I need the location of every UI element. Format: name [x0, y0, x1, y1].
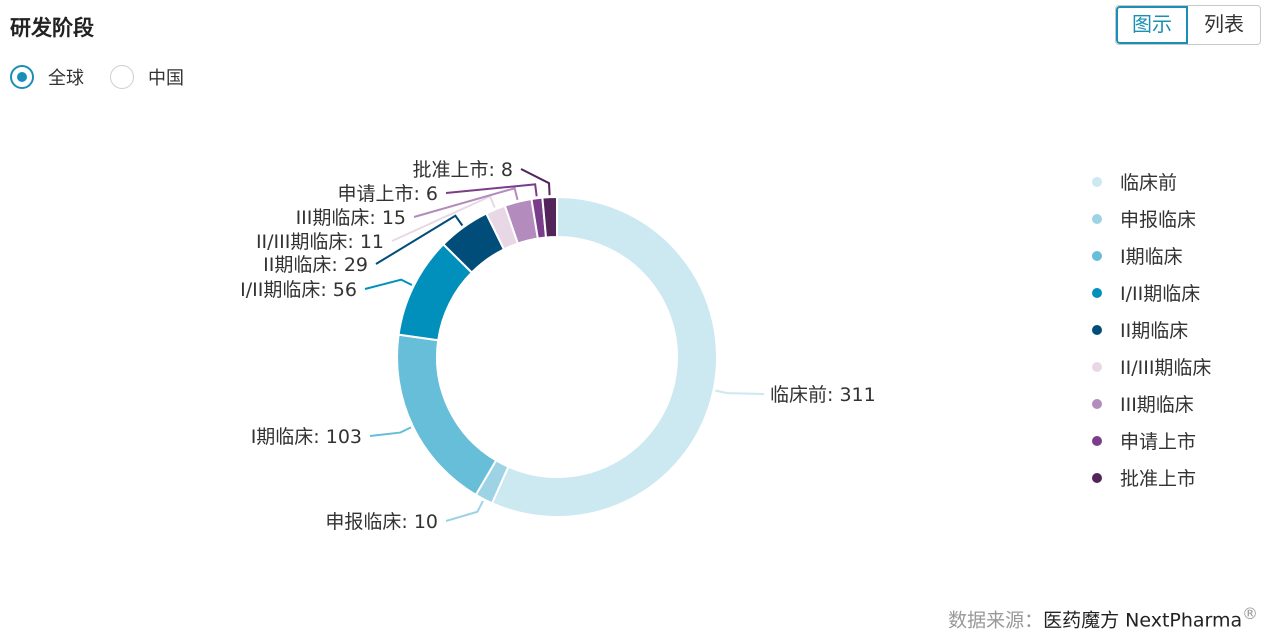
chart-view-button[interactable]: 图示 [1116, 6, 1188, 44]
legend-item-II-III期临床[interactable]: II/III期临床 [1092, 348, 1211, 385]
view-toggle: 图示 列表 [1115, 5, 1261, 45]
page-title: 研发阶段 [10, 16, 94, 40]
list-view-button[interactable]: 列表 [1204, 12, 1244, 36]
leader-line-批准上市 [520, 168, 551, 196]
data-label-申请上市: 申请上市: 6 [337, 183, 438, 205]
source-prefix: 数据来源： [948, 609, 1044, 632]
leader-line-II-III期临床 [391, 195, 496, 242]
legend-dot-icon [1092, 361, 1102, 372]
donut-slice-I期临床[interactable] [396, 333, 498, 497]
legend-item-批准上市[interactable]: 批准上市 [1092, 459, 1211, 496]
legend-label: 批准上市 [1120, 468, 1197, 490]
leader-line-申请上市 [445, 183, 538, 197]
legend-label: II/III期临床 [1120, 357, 1212, 379]
legend-item-申报临床[interactable]: 申报临床 [1092, 200, 1211, 237]
legend-dot-icon [1092, 250, 1102, 261]
legend-dot-icon [1092, 213, 1102, 224]
legend-item-申请上市[interactable]: 申请上市 [1092, 422, 1211, 459]
legend-label: I期临床 [1120, 246, 1183, 268]
donut-slice-批准上市[interactable] [541, 195, 558, 239]
region-filter: 全球 中国 [10, 64, 210, 90]
data-label-申报临床: 申报临床: 10 [325, 511, 438, 533]
legend-label: I/II期临床 [1120, 283, 1201, 305]
legend-label: III期临床 [1120, 394, 1194, 416]
legend-label: II期临床 [1120, 320, 1189, 342]
radio-global[interactable]: 全球 [10, 64, 84, 90]
leader-line-II期临床 [375, 214, 464, 265]
data-label-III期临床: III期临床: 15 [296, 207, 406, 229]
radio-button-china[interactable] [110, 65, 134, 89]
data-label-临床前: 临床前: 311 [770, 384, 876, 406]
legend-dot-icon [1092, 398, 1102, 409]
data-label-批准上市: 批准上市: 8 [412, 159, 513, 181]
legend-dot-icon [1092, 435, 1102, 446]
legend-item-II期临床[interactable]: II期临床 [1092, 311, 1211, 348]
data-label-I期临床: I期临床: 103 [251, 426, 362, 448]
chart-legend: 临床前申报临床 I期临床 I/II期临床 II期临床 II/III期临床 III期临床 申请… [1092, 163, 1211, 496]
source-brand: 医药魔方 NextPharma [1043, 609, 1243, 632]
data-source: 数据来源：医药魔方 NextPharma® [948, 604, 1258, 632]
leader-line-临床前 [715, 389, 765, 395]
leader-line-申报临床 [445, 500, 484, 522]
data-label-I-II期临床: I/II期临床: 56 [240, 279, 357, 301]
legend-item-I-II期临床[interactable]: I/II期临床 [1092, 274, 1211, 311]
donut-slice-临床前[interactable] [490, 195, 718, 518]
radio-china[interactable]: 中国 [110, 64, 184, 90]
data-label-II-III期临床: II/III期临床: 11 [256, 231, 384, 253]
legend-item-临床前[interactable]: 临床前 [1092, 163, 1211, 200]
radio-label-china: 中国 [148, 68, 184, 89]
legend-dot-icon [1092, 324, 1102, 335]
legend-dot-icon [1092, 472, 1102, 483]
data-label-II期临床: II期临床: 29 [263, 254, 368, 276]
legend-item-III期临床[interactable]: III期临床 [1092, 385, 1211, 422]
radio-button-global[interactable] [10, 65, 34, 89]
leader-line-III期临床 [413, 186, 519, 218]
legend-label: 临床前 [1120, 172, 1178, 194]
leader-line-I-II期临床 [364, 278, 413, 290]
registered-mark: ® [1242, 604, 1258, 623]
legend-dot-icon [1092, 287, 1102, 298]
legend-dot-icon [1092, 176, 1102, 187]
legend-item-I期临床[interactable]: I期临床 [1092, 237, 1211, 274]
radio-label-global: 全球 [48, 68, 84, 89]
legend-label: 申请上市 [1120, 431, 1197, 453]
leader-line-I期临床 [369, 426, 412, 437]
legend-label: 申报临床 [1120, 209, 1197, 231]
